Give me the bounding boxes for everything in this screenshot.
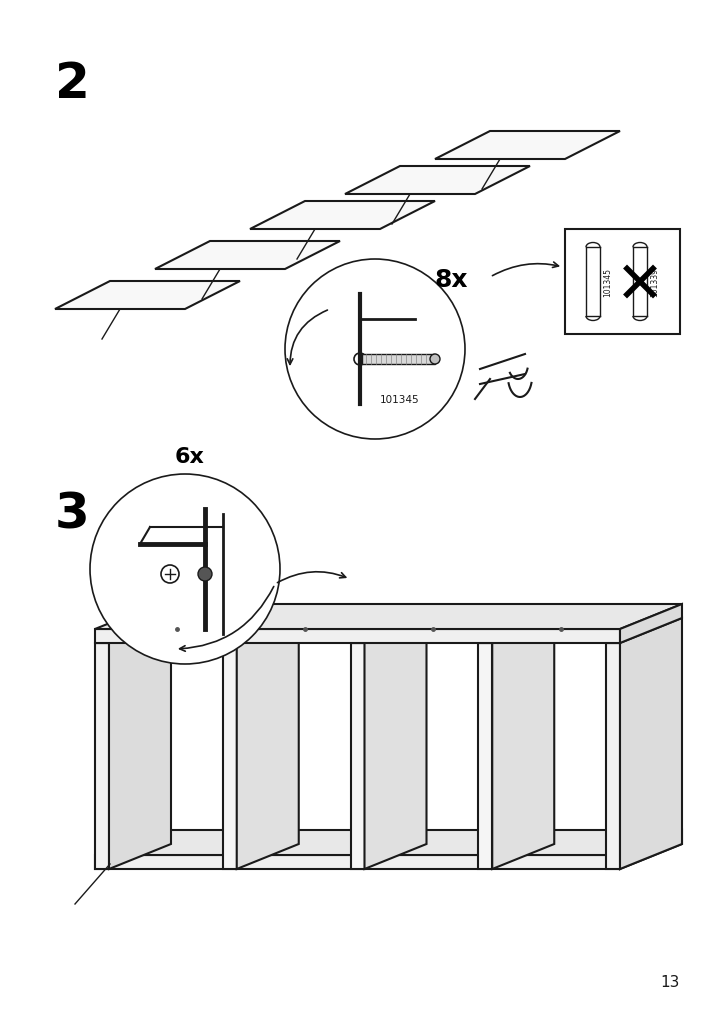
Text: 6x: 6x — [175, 447, 205, 466]
Text: 101339: 101339 — [650, 268, 659, 296]
Polygon shape — [95, 830, 682, 855]
Polygon shape — [365, 619, 426, 869]
Polygon shape — [55, 282, 240, 309]
Polygon shape — [95, 630, 620, 643]
Polygon shape — [155, 242, 340, 270]
Polygon shape — [109, 619, 171, 869]
Circle shape — [90, 474, 280, 664]
Polygon shape — [620, 619, 682, 869]
Polygon shape — [250, 202, 435, 229]
Text: 13: 13 — [660, 974, 680, 989]
Polygon shape — [95, 643, 109, 869]
Polygon shape — [95, 605, 682, 630]
FancyArrowPatch shape — [287, 310, 328, 365]
Polygon shape — [478, 619, 554, 643]
FancyArrowPatch shape — [493, 263, 558, 276]
Polygon shape — [478, 643, 492, 869]
Polygon shape — [606, 619, 682, 643]
Text: 8x: 8x — [435, 268, 468, 292]
FancyArrowPatch shape — [180, 587, 273, 652]
Polygon shape — [95, 855, 620, 869]
Polygon shape — [606, 643, 620, 869]
Polygon shape — [95, 619, 171, 643]
Polygon shape — [492, 619, 554, 869]
Bar — [362, 355, 435, 365]
Polygon shape — [345, 167, 530, 195]
Text: 3: 3 — [55, 489, 90, 538]
Bar — [565, 229, 680, 335]
Circle shape — [285, 260, 465, 440]
Polygon shape — [620, 605, 682, 643]
Text: 101345: 101345 — [603, 268, 612, 296]
Polygon shape — [223, 643, 237, 869]
Text: 2: 2 — [55, 60, 90, 108]
Circle shape — [198, 567, 212, 581]
Circle shape — [430, 355, 440, 365]
Polygon shape — [351, 643, 365, 869]
Text: 101345: 101345 — [380, 394, 420, 404]
Polygon shape — [237, 619, 298, 869]
Polygon shape — [435, 131, 620, 160]
Polygon shape — [351, 619, 426, 643]
Polygon shape — [620, 830, 682, 869]
FancyArrowPatch shape — [278, 572, 346, 583]
Polygon shape — [223, 619, 298, 643]
